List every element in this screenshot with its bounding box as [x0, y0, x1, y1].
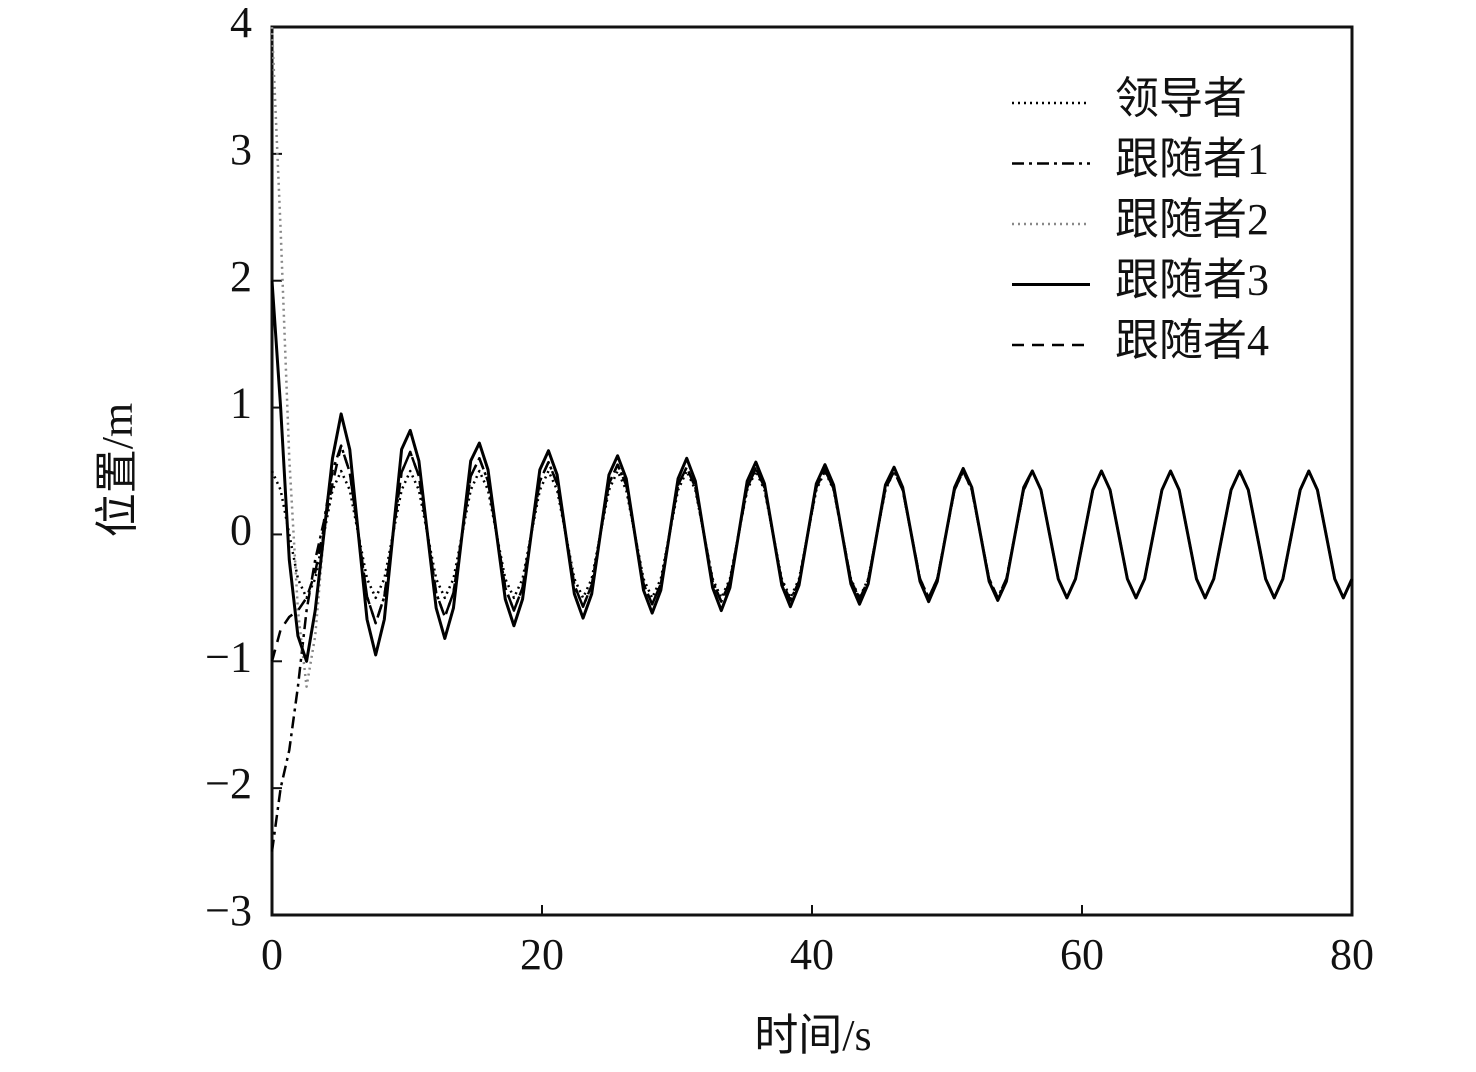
- y-axis-label: 位置/m: [93, 403, 142, 537]
- x-tick-label: 20: [520, 930, 564, 979]
- x-tick-label: 0: [261, 930, 283, 979]
- y-tick-label: 2: [230, 252, 252, 301]
- y-tick-label: −2: [205, 759, 252, 808]
- y-tick-label: 1: [230, 379, 252, 428]
- y-tick-label: −1: [205, 632, 252, 681]
- legend-label: 跟随者3: [1115, 256, 1269, 305]
- legend-label: 领导者: [1115, 74, 1247, 123]
- y-tick-label: 4: [230, 0, 252, 47]
- series-line: [270, 444, 1354, 662]
- series-line: [270, 469, 1354, 600]
- legend-label: 跟随者1: [1115, 135, 1269, 184]
- x-tick-label: 40: [790, 930, 834, 979]
- y-tick-label: 3: [230, 125, 252, 174]
- x-tick-label: 60: [1060, 930, 1104, 979]
- legend-label: 跟随者2: [1115, 195, 1269, 244]
- x-tick-label: 80: [1330, 930, 1374, 979]
- legend-label: 跟随者4: [1115, 316, 1269, 365]
- y-tick-label: 0: [230, 506, 252, 555]
- x-axis-label: 时间/s: [754, 1011, 871, 1060]
- y-tick-label: −3: [205, 886, 252, 935]
